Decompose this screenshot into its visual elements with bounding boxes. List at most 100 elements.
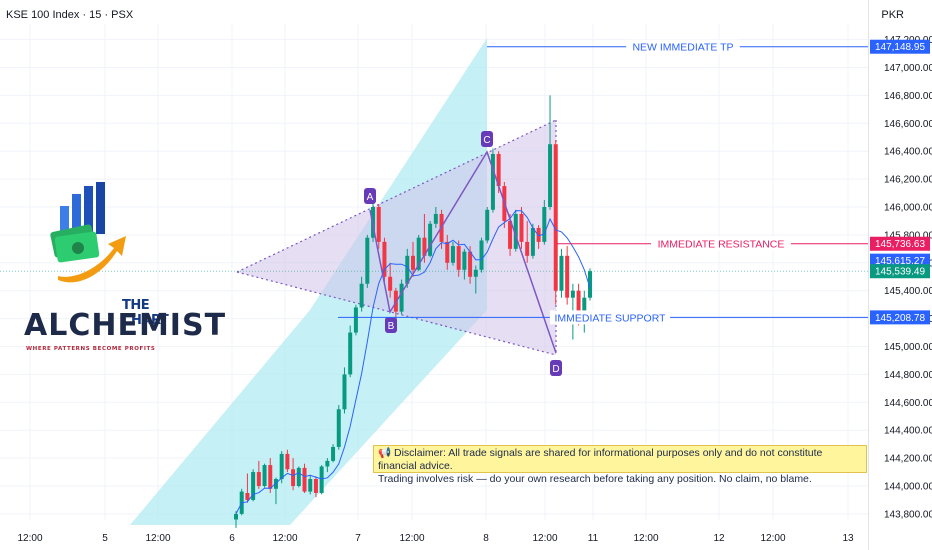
candle-body (365, 237, 370, 284)
candle-body (353, 307, 358, 333)
candle-body (588, 271, 592, 298)
candle-body (530, 227, 535, 256)
pattern-point-label: D (552, 364, 559, 375)
y-tick-label: 146,400.00 (884, 147, 932, 158)
x-tick-label: 6 (229, 533, 235, 544)
candle-body (559, 255, 564, 291)
level-new-immediate-tp[interactable]: NEW IMMEDIATE TP 147,148.95 (487, 39, 930, 54)
candle-body (485, 209, 490, 241)
y-tick-label: 144,800.00 (884, 370, 932, 381)
candle-body (325, 460, 330, 467)
candle-body (273, 479, 278, 489)
candle-body (268, 465, 273, 489)
price-tag-bg (870, 264, 930, 279)
price-tag: 145,539.49 (870, 264, 930, 279)
logo-tagline: WHERE PATTERNS BECOME PROFITS (26, 346, 156, 352)
candle-body (416, 237, 421, 270)
y-tick-label: 144,400.00 (884, 426, 932, 437)
candle-body (548, 144, 553, 207)
brand-logo: THE CHART ALCHEMIST WHERE PATTERNS BECOM… (18, 180, 225, 355)
y-tick-label: 144,600.00 (884, 398, 932, 409)
candle-body (308, 479, 313, 492)
candle-body (405, 255, 410, 284)
pattern-point-c[interactable]: C (481, 131, 493, 147)
candle-body (428, 223, 433, 256)
x-tick-label: 12:00 (17, 533, 42, 544)
x-tick-label: 8 (483, 533, 489, 544)
x-tick-label: 12:00 (532, 533, 557, 544)
level-immediate-support[interactable]: IMMEDIATE SUPPORT 145,208.78 (338, 310, 930, 325)
abcd-pattern-line (369, 150, 557, 354)
candle-body (411, 255, 415, 270)
logo-wordmark: ALCHEMIST (24, 308, 227, 343)
candle-body (256, 472, 261, 486)
pattern-point-d[interactable]: D (550, 360, 562, 376)
disclaimer-box: 📢 Disclaimer: All trade signals are shar… (373, 445, 867, 485)
pattern-point-marker (550, 360, 562, 376)
x-tick-label: 7 (355, 533, 361, 544)
candle-body (582, 297, 587, 312)
price-tag-bg (870, 253, 930, 268)
candle-body (234, 513, 238, 520)
triangle-upper-edge (236, 119, 557, 273)
candle-body (331, 446, 336, 461)
level-name-label: IMMEDIATE RESISTANCE (658, 239, 785, 251)
candle-body (536, 227, 541, 242)
x-tick-label: 12:00 (145, 533, 170, 544)
candle-body (525, 241, 530, 256)
candle-body (313, 479, 318, 493)
candle-body (445, 241, 450, 263)
level-price-tag (870, 310, 930, 325)
ascending-channel[interactable] (130, 38, 487, 525)
level-price-tag (870, 236, 930, 251)
pattern-point-label: C (483, 135, 490, 146)
pattern-point-b[interactable]: B (385, 317, 397, 333)
candle-body (336, 409, 341, 447)
x-tick-label: 12:00 (633, 533, 658, 544)
candle-body (553, 144, 558, 291)
candle-body (542, 207, 547, 242)
candle-body (479, 240, 484, 270)
candle-body (565, 255, 570, 298)
disclaimer-line-1: 📢 Disclaimer: All trade signals are shar… (378, 447, 823, 472)
candle-body (262, 465, 267, 486)
chart-growth-icon (50, 182, 126, 283)
level-immediate-resistance[interactable]: IMMEDIATE RESISTANCE 145,736.63 (556, 236, 930, 251)
candle-body (462, 251, 467, 270)
pattern-point-a[interactable]: A (364, 188, 376, 204)
moving-average-line (235, 210, 591, 515)
y-tick-label: 146,200.00 (884, 175, 932, 186)
price-tag-value: 145,539.49 (875, 267, 925, 278)
x-tick-label: 5 (102, 533, 108, 544)
disclaimer-line-2: Trading involves risk — do your own rese… (378, 473, 812, 485)
candle-body (348, 332, 353, 375)
level-name-label: IMMEDIATE SUPPORT (554, 312, 666, 324)
pattern-point-marker (364, 188, 376, 204)
x-tick-label: 13 (842, 533, 854, 544)
candle-body (382, 241, 387, 277)
y-tick-label: 144,200.00 (884, 454, 932, 465)
candle-body (450, 246, 455, 263)
triangle-pattern[interactable] (237, 120, 556, 355)
candle-body (388, 276, 393, 291)
candle-body (422, 237, 427, 256)
level-price-value: 147,148.95 (875, 42, 925, 53)
level-name-label: NEW IMMEDIATE TP (632, 42, 733, 54)
candle-body (468, 251, 473, 277)
candle-body (490, 153, 495, 210)
logo-top-line: THE CHART (122, 298, 169, 328)
pattern-point-marker (481, 131, 493, 147)
candle-body (285, 453, 290, 470)
y-tick-label: 145,800.00 (884, 230, 932, 241)
y-tick-label: 146,000.00 (884, 203, 932, 214)
candle-body (399, 283, 404, 312)
candle-body (508, 220, 513, 249)
candle-body (513, 213, 518, 249)
candle-body (245, 492, 250, 500)
x-tick-label: 12:00 (399, 533, 424, 544)
candle-body (319, 466, 324, 493)
y-tick-label: 145,000.00 (884, 342, 932, 353)
candle-body (376, 207, 381, 242)
symbol-title[interactable]: KSE 100 Index · 15 · PSX (6, 9, 134, 21)
